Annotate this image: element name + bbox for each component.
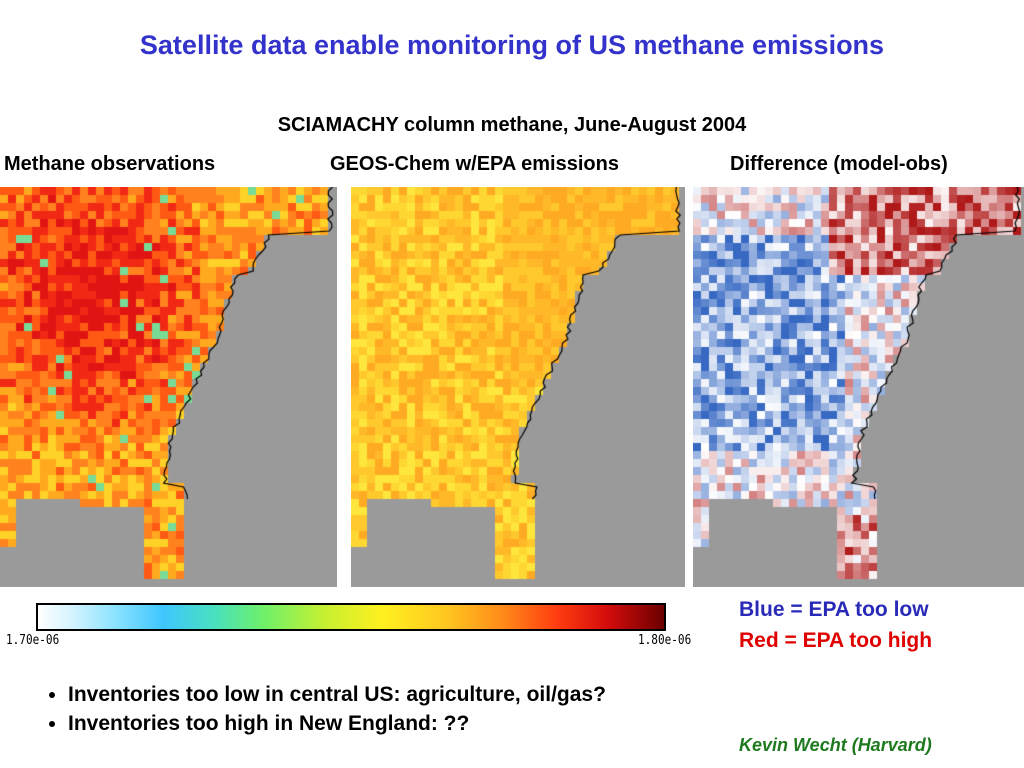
bullet-list: Inventories too low in central US: agric… bbox=[30, 683, 606, 741]
panel-label-model: GEOS-Chem w/EPA emissions bbox=[330, 153, 619, 175]
map-model bbox=[351, 187, 685, 587]
author-credit: Kevin Wecht (Harvard) bbox=[739, 735, 932, 755]
panel-label-difference: Difference (model-obs) bbox=[730, 153, 948, 175]
slide-subtitle: SCIAMACHY column methane, June-August 20… bbox=[277, 114, 747, 136]
colorbar bbox=[36, 603, 666, 631]
panel-label-observations: Methane observations bbox=[4, 153, 216, 175]
bullet-item: Inventories too low in central US: agric… bbox=[68, 683, 606, 707]
colorbar-max-label: 1.80e-06 bbox=[638, 633, 692, 648]
slide-title: Satellite data enable monitoring of US m… bbox=[139, 30, 885, 60]
colorbar-min-label: 1.70e-06 bbox=[6, 633, 60, 648]
map-observations bbox=[0, 187, 337, 587]
map-difference bbox=[693, 187, 1024, 587]
bullet-item: Inventories too high in New England: ?? bbox=[68, 712, 606, 736]
legend-blue-text: Blue = EPA too low bbox=[739, 598, 929, 621]
legend-red-text: Red = EPA too high bbox=[739, 629, 933, 652]
